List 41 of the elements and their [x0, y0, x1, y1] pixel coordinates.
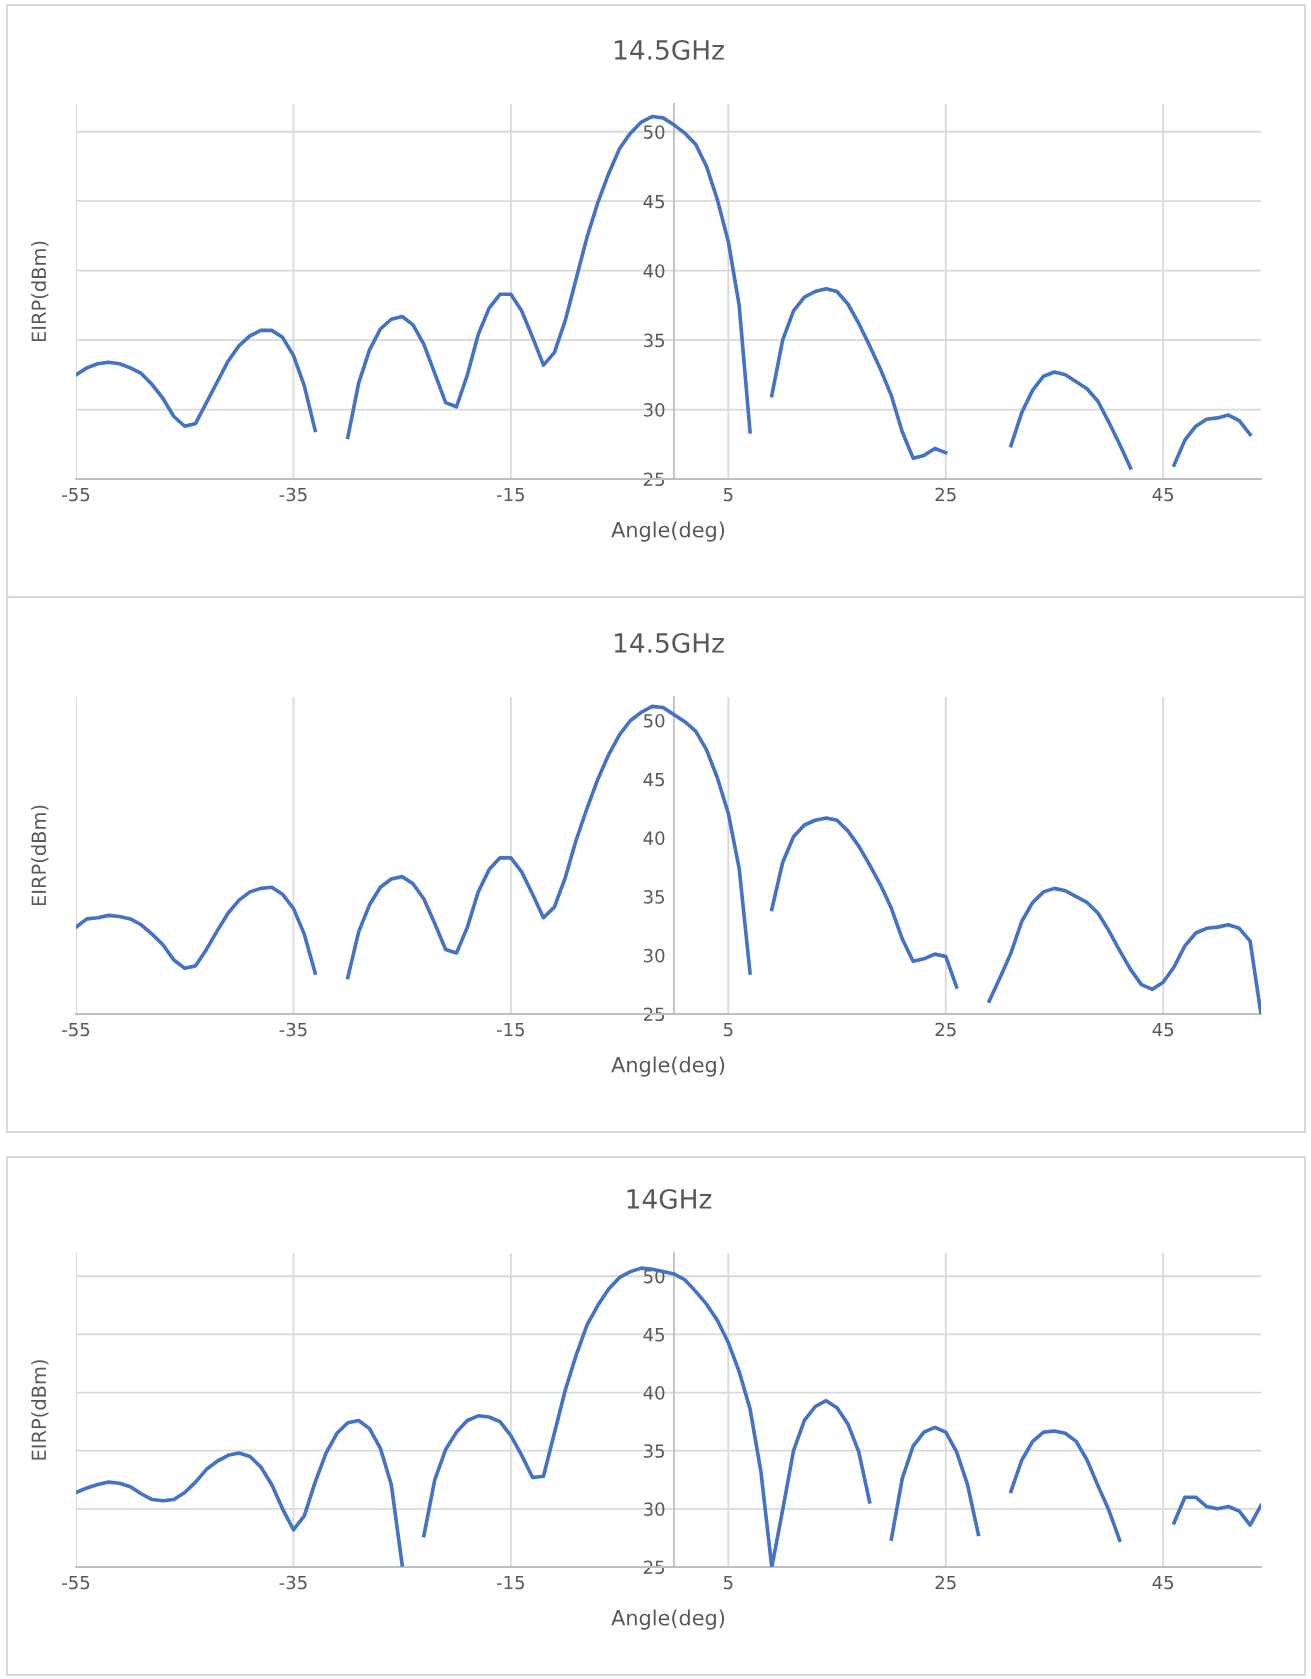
x-tick-label: -35	[279, 487, 307, 502]
x-axis-title: Angle(deg)	[611, 1056, 725, 1077]
x-tick-label: 45	[1152, 487, 1174, 502]
x-tick-label: 45	[1152, 1022, 1174, 1037]
x-tick-label: 45	[1152, 1575, 1174, 1590]
y-tick-label: 50	[644, 713, 665, 728]
y-tick-label: 45	[643, 194, 665, 209]
y-tick-label: 45	[643, 772, 665, 787]
y-axis-title: EIRP(dBm)	[31, 241, 49, 342]
y-tick-label: 30	[644, 948, 665, 963]
y-tick-label: 50	[644, 125, 665, 139]
x-tick-label: -15	[497, 1575, 525, 1590]
y-tick-label: 45	[643, 1328, 665, 1342]
y-tick-label: 35	[644, 1444, 665, 1458]
x-tick-label: 5	[723, 1022, 733, 1037]
x-axis-title: Angle(deg)	[611, 521, 725, 542]
y-tick-label: 40	[643, 264, 665, 278]
x-tick-label: -55	[62, 1575, 90, 1590]
y-tick-label: 40	[643, 831, 665, 846]
y-axis-title: EIRP(dBm)	[31, 805, 49, 906]
chart-title: 14GHz	[627, 1188, 712, 1209]
y-tick-label: 30	[644, 1502, 665, 1516]
x-axis-title: Angle(deg)	[611, 1609, 725, 1630]
y-axis-title: EIRP(dBm)	[31, 1360, 49, 1460]
x-tick-label: -55	[62, 1022, 90, 1037]
x-tick-label: 25	[935, 1022, 956, 1037]
x-tick-label: 5	[723, 487, 733, 502]
y-tick-label: 30	[644, 403, 665, 417]
y-tick-label: 35	[644, 333, 665, 348]
y-tick-label: 40	[643, 1386, 665, 1400]
chart-title: 14.5GHz	[614, 632, 724, 653]
x-tick-label: 25	[935, 487, 956, 502]
x-tick-label: -35	[279, 1575, 307, 1590]
x-tick-label: -35	[279, 1022, 307, 1037]
y-tick-label: 35	[644, 890, 665, 904]
chart-title: 14.5GHz	[614, 39, 724, 60]
x-tick-label: -55	[62, 487, 90, 502]
x-tick-label: -15	[497, 1022, 525, 1037]
x-tick-label: -15	[497, 487, 525, 502]
x-tick-label: 5	[723, 1575, 733, 1590]
x-tick-label: 25	[935, 1575, 956, 1590]
